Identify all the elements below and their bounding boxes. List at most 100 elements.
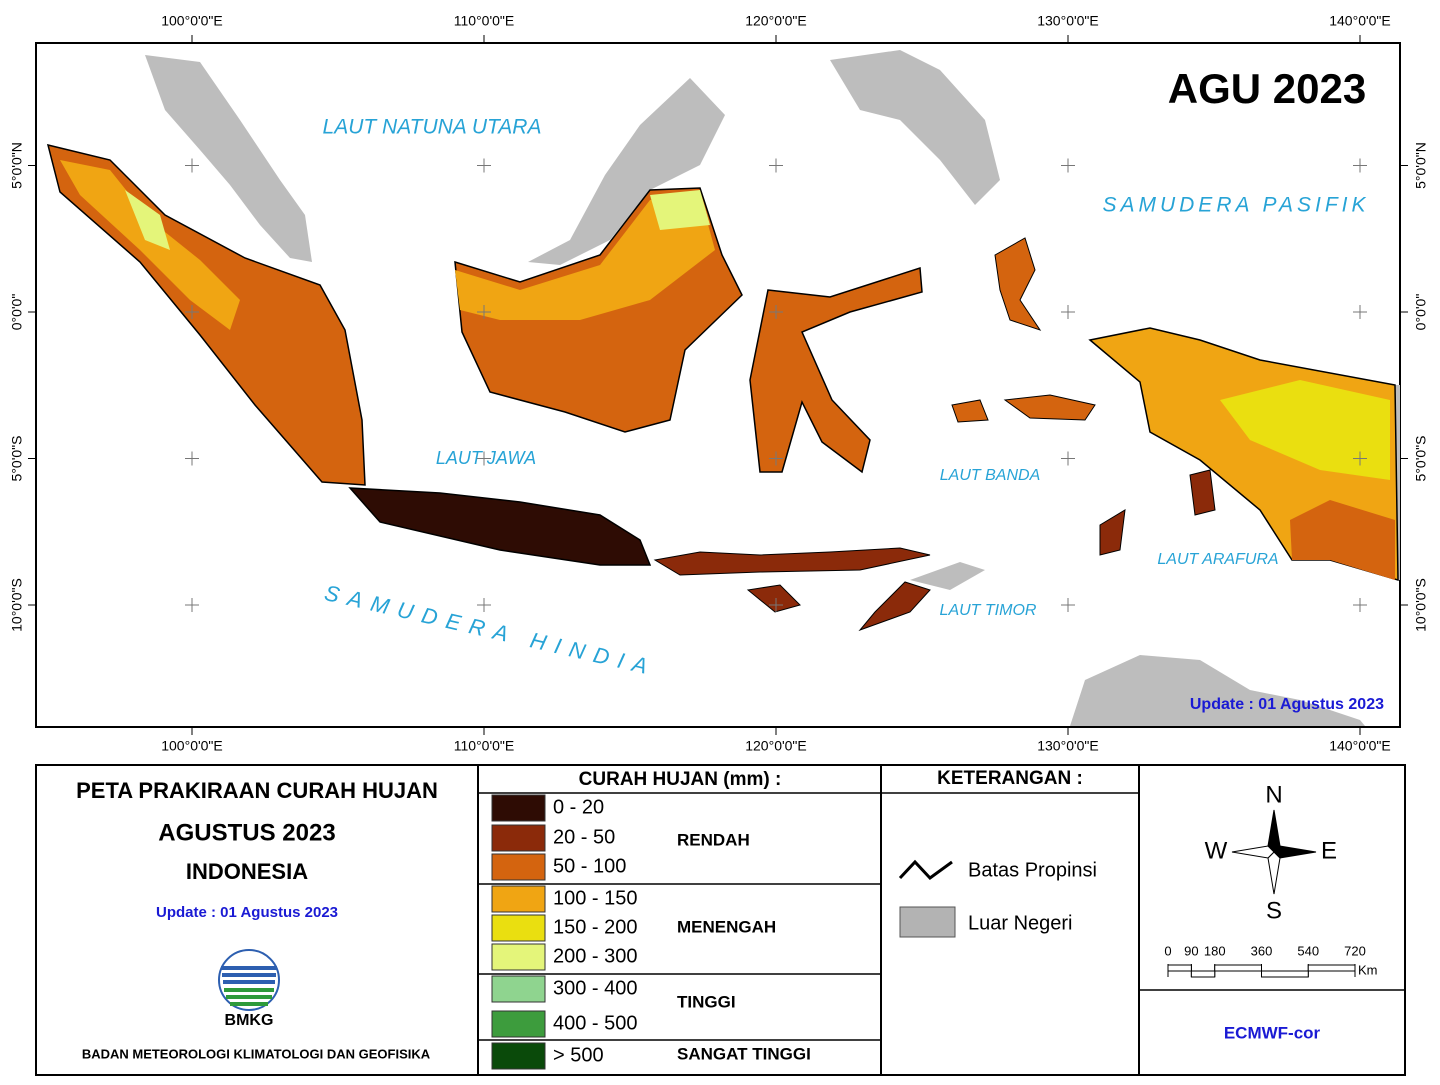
- graticule-cross: [1061, 451, 1075, 466]
- papua-highland: [1220, 380, 1390, 480]
- lon-label: 140°0'0"E: [1329, 13, 1391, 29]
- malay-peninsula: [145, 55, 312, 262]
- legend: 0 - 20 20 - 50 50 - 100 100 - 150 150 - 200 2…: [491, 794, 811, 1070]
- graticule-cross: [477, 158, 491, 173]
- legend-label: 100 - 150: [553, 887, 638, 909]
- lat-label: 5°0'0"S: [9, 436, 25, 482]
- sea-label: LAUT ARAFURA: [1157, 551, 1278, 568]
- lon-label: 100°0'0"E: [161, 738, 223, 754]
- compass-w: W: [1205, 837, 1228, 864]
- sea-label: LAUT NATUNA UTARA: [323, 116, 542, 139]
- lon-label: 130°0'0"E: [1037, 738, 1099, 754]
- lat-label: 10°0'0"S: [9, 578, 25, 632]
- lon-label: 110°0'0"E: [454, 13, 514, 29]
- scale-segment: [1167, 964, 1192, 972]
- legend-swatch: [491, 794, 546, 822]
- lat-label: 5°0'0"N: [1413, 142, 1429, 189]
- compass-e: E: [1321, 837, 1337, 864]
- scale-label: 360: [1251, 943, 1273, 958]
- timor: [858, 581, 931, 632]
- legend-group: MENENGAH: [677, 917, 776, 936]
- legend-group: SANGAT TINGGI: [677, 1044, 811, 1063]
- legend-label: 50 - 100: [553, 855, 626, 877]
- lon-label: 110°0'0"E: [454, 738, 514, 754]
- legend-label: 400 - 500: [553, 1012, 638, 1034]
- agency-name: BADAN METEOROLOGI KLIMATOLOGI DAN GEOFIS…: [82, 1046, 431, 1061]
- foreign-swatch: [899, 906, 956, 938]
- lon-label: 120°0'0"E: [745, 738, 807, 754]
- lat-label: 0°0'0": [9, 294, 25, 331]
- logo-stripes: [224, 988, 274, 1006]
- graticule: 100°0'0"E 100°0'0"E 110°0'0"E 110°0'0"E 120°…: [9, 13, 1429, 754]
- scale-segment: [1190, 970, 1216, 978]
- aru: [1189, 469, 1216, 516]
- sea-label: LAUT TIMOR: [940, 602, 1037, 619]
- legend-label: 200 - 300: [553, 945, 638, 967]
- kalimantan-wet: [650, 190, 710, 230]
- lon-label: 140°0'0"E: [1329, 738, 1391, 754]
- sabah-sarawak: [528, 78, 725, 265]
- graticule-cross: [769, 305, 783, 319]
- sea-label: LAUT JAWA: [436, 448, 536, 468]
- legend-label: 300 - 400: [553, 977, 638, 999]
- keterangan-label: Luar Negeri: [968, 912, 1073, 934]
- info-region: INDONESIA: [186, 859, 308, 884]
- papua-south: [1290, 500, 1395, 580]
- legend-swatch: [491, 914, 546, 942]
- legend-label: 0 - 20: [553, 796, 604, 818]
- seram: [1003, 394, 1096, 421]
- land: [46, 50, 1400, 726]
- graticule-cross: [185, 305, 199, 319]
- legend-swatch: [491, 975, 546, 1003]
- sumatra-humid: [125, 190, 170, 250]
- graticule-cross: [1061, 158, 1075, 173]
- scale-segment: [1214, 964, 1262, 972]
- legend-label: 150 - 200: [553, 916, 638, 938]
- maluku-halmahera: [994, 237, 1042, 331]
- scale-bar: 0 90 180 360 540 720 Km: [1164, 943, 1378, 978]
- timor-leste: [910, 562, 985, 590]
- lon-label: 120°0'0"E: [745, 13, 807, 29]
- scale-label: 720: [1344, 943, 1366, 958]
- scale-segment: [1307, 964, 1356, 972]
- lat-label: 10°0'0"S: [1413, 578, 1429, 632]
- logo-stripes: [221, 966, 277, 984]
- legend-swatch: [491, 853, 546, 881]
- logo-text: BMKG: [225, 1012, 274, 1029]
- lon-label: 130°0'0"E: [1037, 13, 1099, 29]
- info-title: PETA PRAKIRAAN CURAH HUJAN: [76, 778, 438, 803]
- graticule-cross: [477, 451, 491, 466]
- sea-label: SAMUDERA PASIFIK: [1102, 194, 1369, 217]
- bmkg-logo: [218, 949, 280, 1011]
- map-update: Update : 01 Agustus 2023: [1190, 696, 1384, 713]
- scale-label: 90: [1184, 943, 1198, 958]
- lon-label: 100°0'0"E: [161, 13, 223, 29]
- lat-label: 5°0'0"S: [1413, 436, 1429, 482]
- graticule-cross: [477, 305, 491, 319]
- info-period: AGUSTUS 2023: [158, 819, 335, 846]
- tanimbar: [1099, 509, 1126, 556]
- scale-label: 540: [1297, 943, 1319, 958]
- graticule-cross: [1061, 598, 1075, 612]
- compass-n: N: [1265, 781, 1282, 808]
- legend-group: TINGGI: [677, 992, 736, 1011]
- graticule-cross: [1353, 598, 1367, 612]
- keterangan-title: KETERANGAN :: [937, 768, 1083, 789]
- legend-swatch: [491, 943, 546, 971]
- scale-label: 0: [1164, 943, 1171, 958]
- legend-title: CURAH HUJAN (mm) :: [579, 769, 782, 790]
- map-title: AGU 2023: [1168, 65, 1366, 112]
- source: ECMWF-cor: [1224, 1023, 1321, 1042]
- graticule-cross: [769, 451, 783, 466]
- info-update: Update : 01 Agustus 2023: [156, 904, 338, 921]
- legend-swatch: [491, 824, 546, 852]
- keterangan-label: Batas Propinsi: [968, 859, 1097, 881]
- scale-unit: Km: [1358, 962, 1378, 977]
- graticule-cross: [1353, 305, 1367, 319]
- legend-label: > 500: [553, 1044, 604, 1066]
- scale-label: 180: [1204, 943, 1226, 958]
- philippines: [830, 50, 1000, 205]
- graticule-cross: [185, 598, 199, 612]
